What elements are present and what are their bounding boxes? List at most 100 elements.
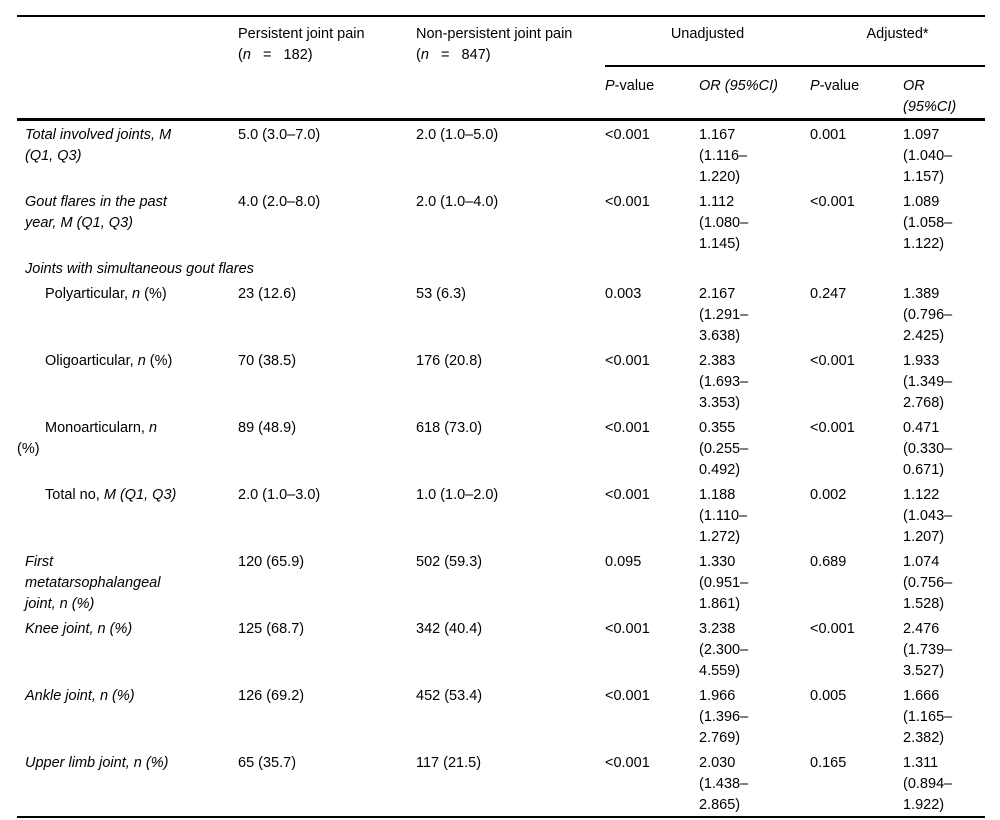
cell-persistent: 70 (38.5) <box>238 353 297 369</box>
cell-persistent: 2.0 (1.0–3.0) <box>238 487 321 503</box>
header-pvalue-unadjusted: P-value <box>605 66 699 121</box>
table-row: Total involved joints, M (Q1, Q3) 5.0 (3.0… <box>17 120 985 189</box>
cell-or-adjusted: 1.389 (0.796– 2.425) <box>903 286 953 344</box>
text-segment: Upper limb joint, n (%) <box>25 755 169 771</box>
text-segment: n <box>148 420 158 436</box>
text-segment: n <box>137 353 146 369</box>
cell-non-persistent: 342 (40.4) <box>416 621 483 637</box>
cell-or-adjusted: 1.311 (0.894– 1.922) <box>903 755 953 813</box>
text-segment: (%) <box>145 353 173 369</box>
cell-or-unadjusted: 1.112 (1.080– 1.145) <box>699 194 749 252</box>
cell-persistent: 89 (48.9) <box>238 420 297 436</box>
text-segment: Joints with simultaneous gout flares <box>25 261 254 277</box>
cell-or-adjusted: 1.089 (1.058– 1.122) <box>903 194 953 252</box>
text-segment: Persistent joint pain <box>238 26 365 42</box>
row-label: Total no, M (Q1, Q3) <box>17 481 238 548</box>
cell-or-unadjusted: 0.355 (0.255– 0.492) <box>699 420 749 478</box>
cell-or-unadjusted: 2.167 (1.291– 3.638) <box>699 286 749 344</box>
header-spacer-cell <box>17 66 605 121</box>
row-label: Ankle joint, n (%) <box>17 682 238 749</box>
cell-persistent: 5.0 (3.0–7.0) <box>238 127 321 143</box>
cell-or-adjusted: 1.097 (1.040– 1.157) <box>903 127 953 185</box>
cell-or-adjusted: 0.471 (0.330– 0.671) <box>903 420 953 478</box>
cell-non-persistent: 2.0 (1.0–4.0) <box>416 194 499 210</box>
cell-non-persistent: 618 (73.0) <box>416 420 483 436</box>
header-pvalue-adjusted: P-value <box>810 66 904 121</box>
cell-pvalue-unadjusted: <0.001 <box>605 420 650 436</box>
table-row: Monoarticularn, n (%) 89 (48.9) 618 (73.0) <… <box>17 414 985 481</box>
results-table: Persistent joint pain (n = 182) Non-persi… <box>17 15 986 818</box>
table-row: Total no, M (Q1, Q3) 2.0 (1.0–3.0) 1.0 (1.… <box>17 481 985 548</box>
cell-pvalue-adjusted: 0.165 <box>810 755 847 771</box>
text-segment: n <box>242 47 251 63</box>
cell-or-adjusted: 1.666 (1.165– 2.382) <box>903 688 953 746</box>
cell-or-unadjusted: 2.030 (1.438– 2.865) <box>699 755 749 813</box>
cell-non-persistent: 452 (53.4) <box>416 688 483 704</box>
cell-non-persistent: 53 (6.3) <box>416 286 466 302</box>
cell-non-persistent: 176 (20.8) <box>416 353 483 369</box>
text-segment: = 847) <box>428 47 491 63</box>
header-persistent-group: Persistent joint pain (n = 182) <box>238 16 416 66</box>
table-body: Total involved joints, M (Q1, Q3) 5.0 (3.0… <box>17 120 985 818</box>
cell-or-unadjusted: 1.330 (0.951– 1.861) <box>699 554 749 612</box>
cell-or-unadjusted: 1.188 (1.110– 1.272) <box>699 487 748 545</box>
text-segment: = 182) <box>250 47 313 63</box>
text-segment: ( <box>238 47 243 63</box>
cell-pvalue-adjusted: 0.002 <box>810 487 847 503</box>
header-empty-cell <box>17 16 238 66</box>
cell-persistent: 65 (35.7) <box>238 755 297 771</box>
cell-pvalue-unadjusted: <0.001 <box>605 755 650 771</box>
row-label: Gout flares in the past year, M (Q1, Q3) <box>17 188 238 255</box>
table-row: Polyarticular, n (%) 23 (12.6) 53 (6.3) 0.0… <box>17 280 985 347</box>
cell-persistent: 125 (68.7) <box>238 621 305 637</box>
cell-pvalue-unadjusted: 0.095 <box>605 554 642 570</box>
cell-non-persistent: 117 (21.5) <box>416 755 482 771</box>
cell-or-unadjusted: 2.383 (1.693– 3.353) <box>699 353 749 411</box>
cell-non-persistent: 2.0 (1.0–5.0) <box>416 127 499 143</box>
text-segment: Oligoarticular, <box>45 353 138 369</box>
cell-pvalue-unadjusted: <0.001 <box>605 487 650 503</box>
table-row: Knee joint, n (%) 125 (68.7) 342 (40.4) <0.… <box>17 615 985 682</box>
cell-pvalue-adjusted: 0.689 <box>810 554 847 570</box>
cell-persistent: 120 (65.9) <box>238 554 305 570</box>
text-segment: (%) <box>140 286 167 302</box>
table-row: Upper limb joint, n (%) 65 (35.7) 117 (21.… <box>17 749 985 817</box>
table-row: First metatarsophalangeal joint, n (%) 120 … <box>17 548 985 615</box>
cell-pvalue-unadjusted: <0.001 <box>605 353 650 369</box>
text-segment: (Q1, Q3) <box>25 148 82 164</box>
cell-pvalue-adjusted: <0.001 <box>810 353 855 369</box>
text-segment: (%) <box>17 441 40 457</box>
text-segment: year, M (Q1, Q3) <box>25 215 133 231</box>
text-segment: Total no, <box>45 487 104 503</box>
row-label: Joints with simultaneous gout flares <box>17 255 985 280</box>
row-label: First metatarsophalangeal joint, n (%) <box>17 548 238 615</box>
cell-pvalue-adjusted: <0.001 <box>810 420 855 436</box>
text-segment: (95%CI) <box>903 99 957 115</box>
text-segment: -value <box>819 78 860 94</box>
cell-pvalue-unadjusted: 0.003 <box>605 286 642 302</box>
text-segment: n <box>132 286 141 302</box>
cell-or-unadjusted: 1.167 (1.116– 1.220) <box>699 127 748 185</box>
header-or-ci-unadjusted: OR (95%CI) <box>699 66 811 121</box>
header-row-groups: Persistent joint pain (n = 182) Non-persi… <box>17 16 986 67</box>
cell-or-unadjusted: 1.966 (1.396– 2.769) <box>699 688 749 746</box>
text-segment: OR <box>903 78 925 94</box>
text-segment: ( <box>416 47 421 63</box>
row-label: Polyarticular, n (%) <box>17 280 238 347</box>
text-segment: P <box>810 78 820 94</box>
cell-pvalue-adjusted: 0.247 <box>810 286 847 302</box>
table-header: Persistent joint pain (n = 182) Non-persi… <box>17 16 986 121</box>
text-segment: M (Q1, Q3) <box>103 487 177 503</box>
text-segment: First <box>25 554 54 570</box>
cell-non-persistent: 502 (59.3) <box>416 554 483 570</box>
row-label: Monoarticularn, n (%) <box>17 414 238 481</box>
text-segment: metatarsophalangeal <box>25 575 161 591</box>
row-label: Total involved joints, M (Q1, Q3) <box>17 120 238 189</box>
cell-pvalue-adjusted: <0.001 <box>810 621 855 637</box>
header-unadjusted-group: Unadjusted <box>605 16 811 67</box>
header-row-subheads: P-value OR (95%CI) P-value OR (95%CI) <box>17 66 986 121</box>
text-segment: Monoarticularn, <box>45 420 149 436</box>
table-row: Gout flares in the past year, M (Q1, Q3) 4… <box>17 188 985 255</box>
text-segment: Non-persistent joint pain <box>416 26 573 42</box>
